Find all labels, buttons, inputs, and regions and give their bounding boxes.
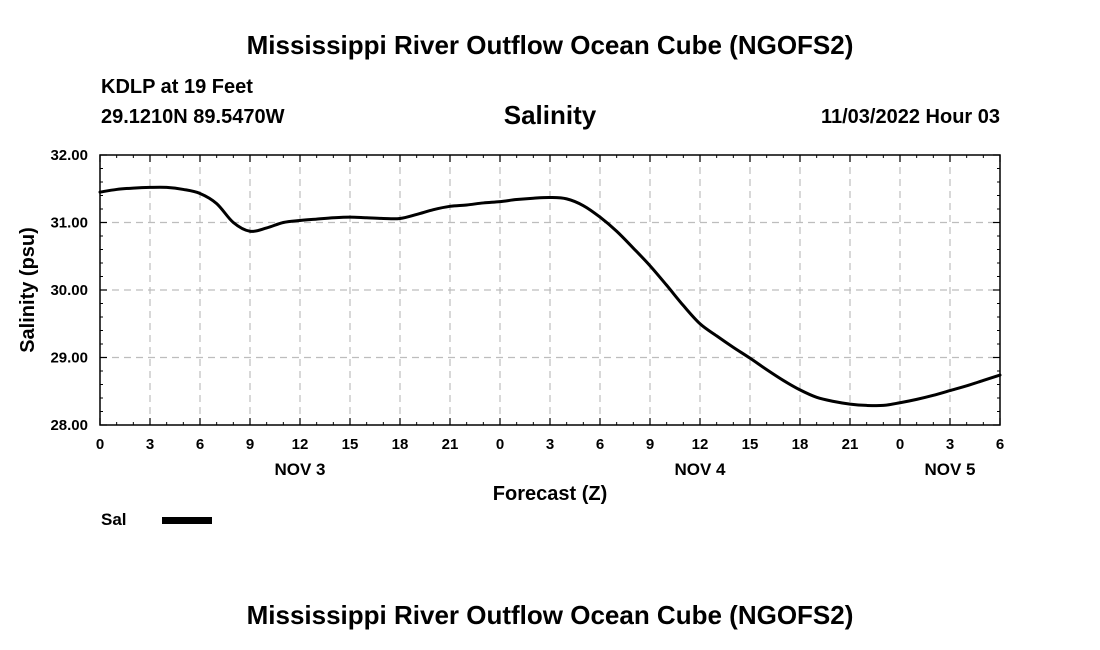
x-tick-label: 18 — [792, 436, 809, 453]
station-label: KDLP at 19 Feet — [101, 76, 253, 98]
axis-labels: 0 3 6 9 12 15 18 21 0 3 6 9 12 15 18 21 0 3 6 28.00 29.00 30.… — [50, 147, 1004, 479]
x-tick-label: 6 — [996, 436, 1004, 453]
y-tick-label: 29.00 — [50, 350, 88, 367]
x-tick-label: 12 — [692, 436, 709, 453]
x-tick-label: 9 — [646, 436, 654, 453]
station-coordinates: 29.1210N 89.5470W — [101, 106, 285, 128]
plot-frame — [99, 154, 1001, 426]
x-tick-label: 18 — [392, 436, 409, 453]
x-tick-label: 3 — [546, 436, 554, 453]
day-label: NOV 3 — [274, 460, 325, 479]
x-tick-label: 0 — [96, 436, 104, 453]
day-label: NOV 4 — [674, 460, 726, 479]
forecast-timestamp: 11/03/2022 Hour 03 — [820, 106, 1000, 128]
main-title: Mississippi River Outflow Ocean Cube (NG… — [246, 30, 854, 60]
x-tick-label: 6 — [196, 436, 204, 453]
x-tick-label: 3 — [946, 436, 954, 453]
y-tick-label: 30.00 — [50, 282, 88, 299]
y-tick-label: 28.00 — [50, 417, 88, 434]
footer-title: Mississippi River Outflow Ocean Cube (NG… — [246, 600, 854, 630]
x-tick-label: 21 — [842, 436, 859, 453]
y-axis-title: Salinity (psu) — [17, 227, 39, 353]
x-tick-label: 6 — [596, 436, 604, 453]
y-tick-label: 32.00 — [50, 147, 88, 164]
x-tick-label: 21 — [442, 436, 459, 453]
grid — [100, 155, 1000, 425]
x-tick-label: 0 — [896, 436, 904, 453]
x-tick-label: 9 — [246, 436, 254, 453]
x-tick-label: 15 — [342, 436, 359, 453]
day-label: NOV 5 — [924, 460, 975, 479]
variable-title: Salinity — [503, 100, 597, 130]
x-tick-label: 3 — [146, 436, 154, 453]
y-tick-label: 31.00 — [50, 215, 88, 232]
legend-label-sal: Sal — [101, 510, 127, 529]
x-tick-label: 12 — [292, 436, 309, 453]
x-tick-label: 0 — [496, 436, 504, 453]
x-tick-label: 15 — [742, 436, 759, 453]
series-line-sal — [98, 185, 1002, 408]
x-axis-title: Forecast (Z) — [493, 483, 607, 505]
legend-swatch-sal — [162, 517, 212, 524]
